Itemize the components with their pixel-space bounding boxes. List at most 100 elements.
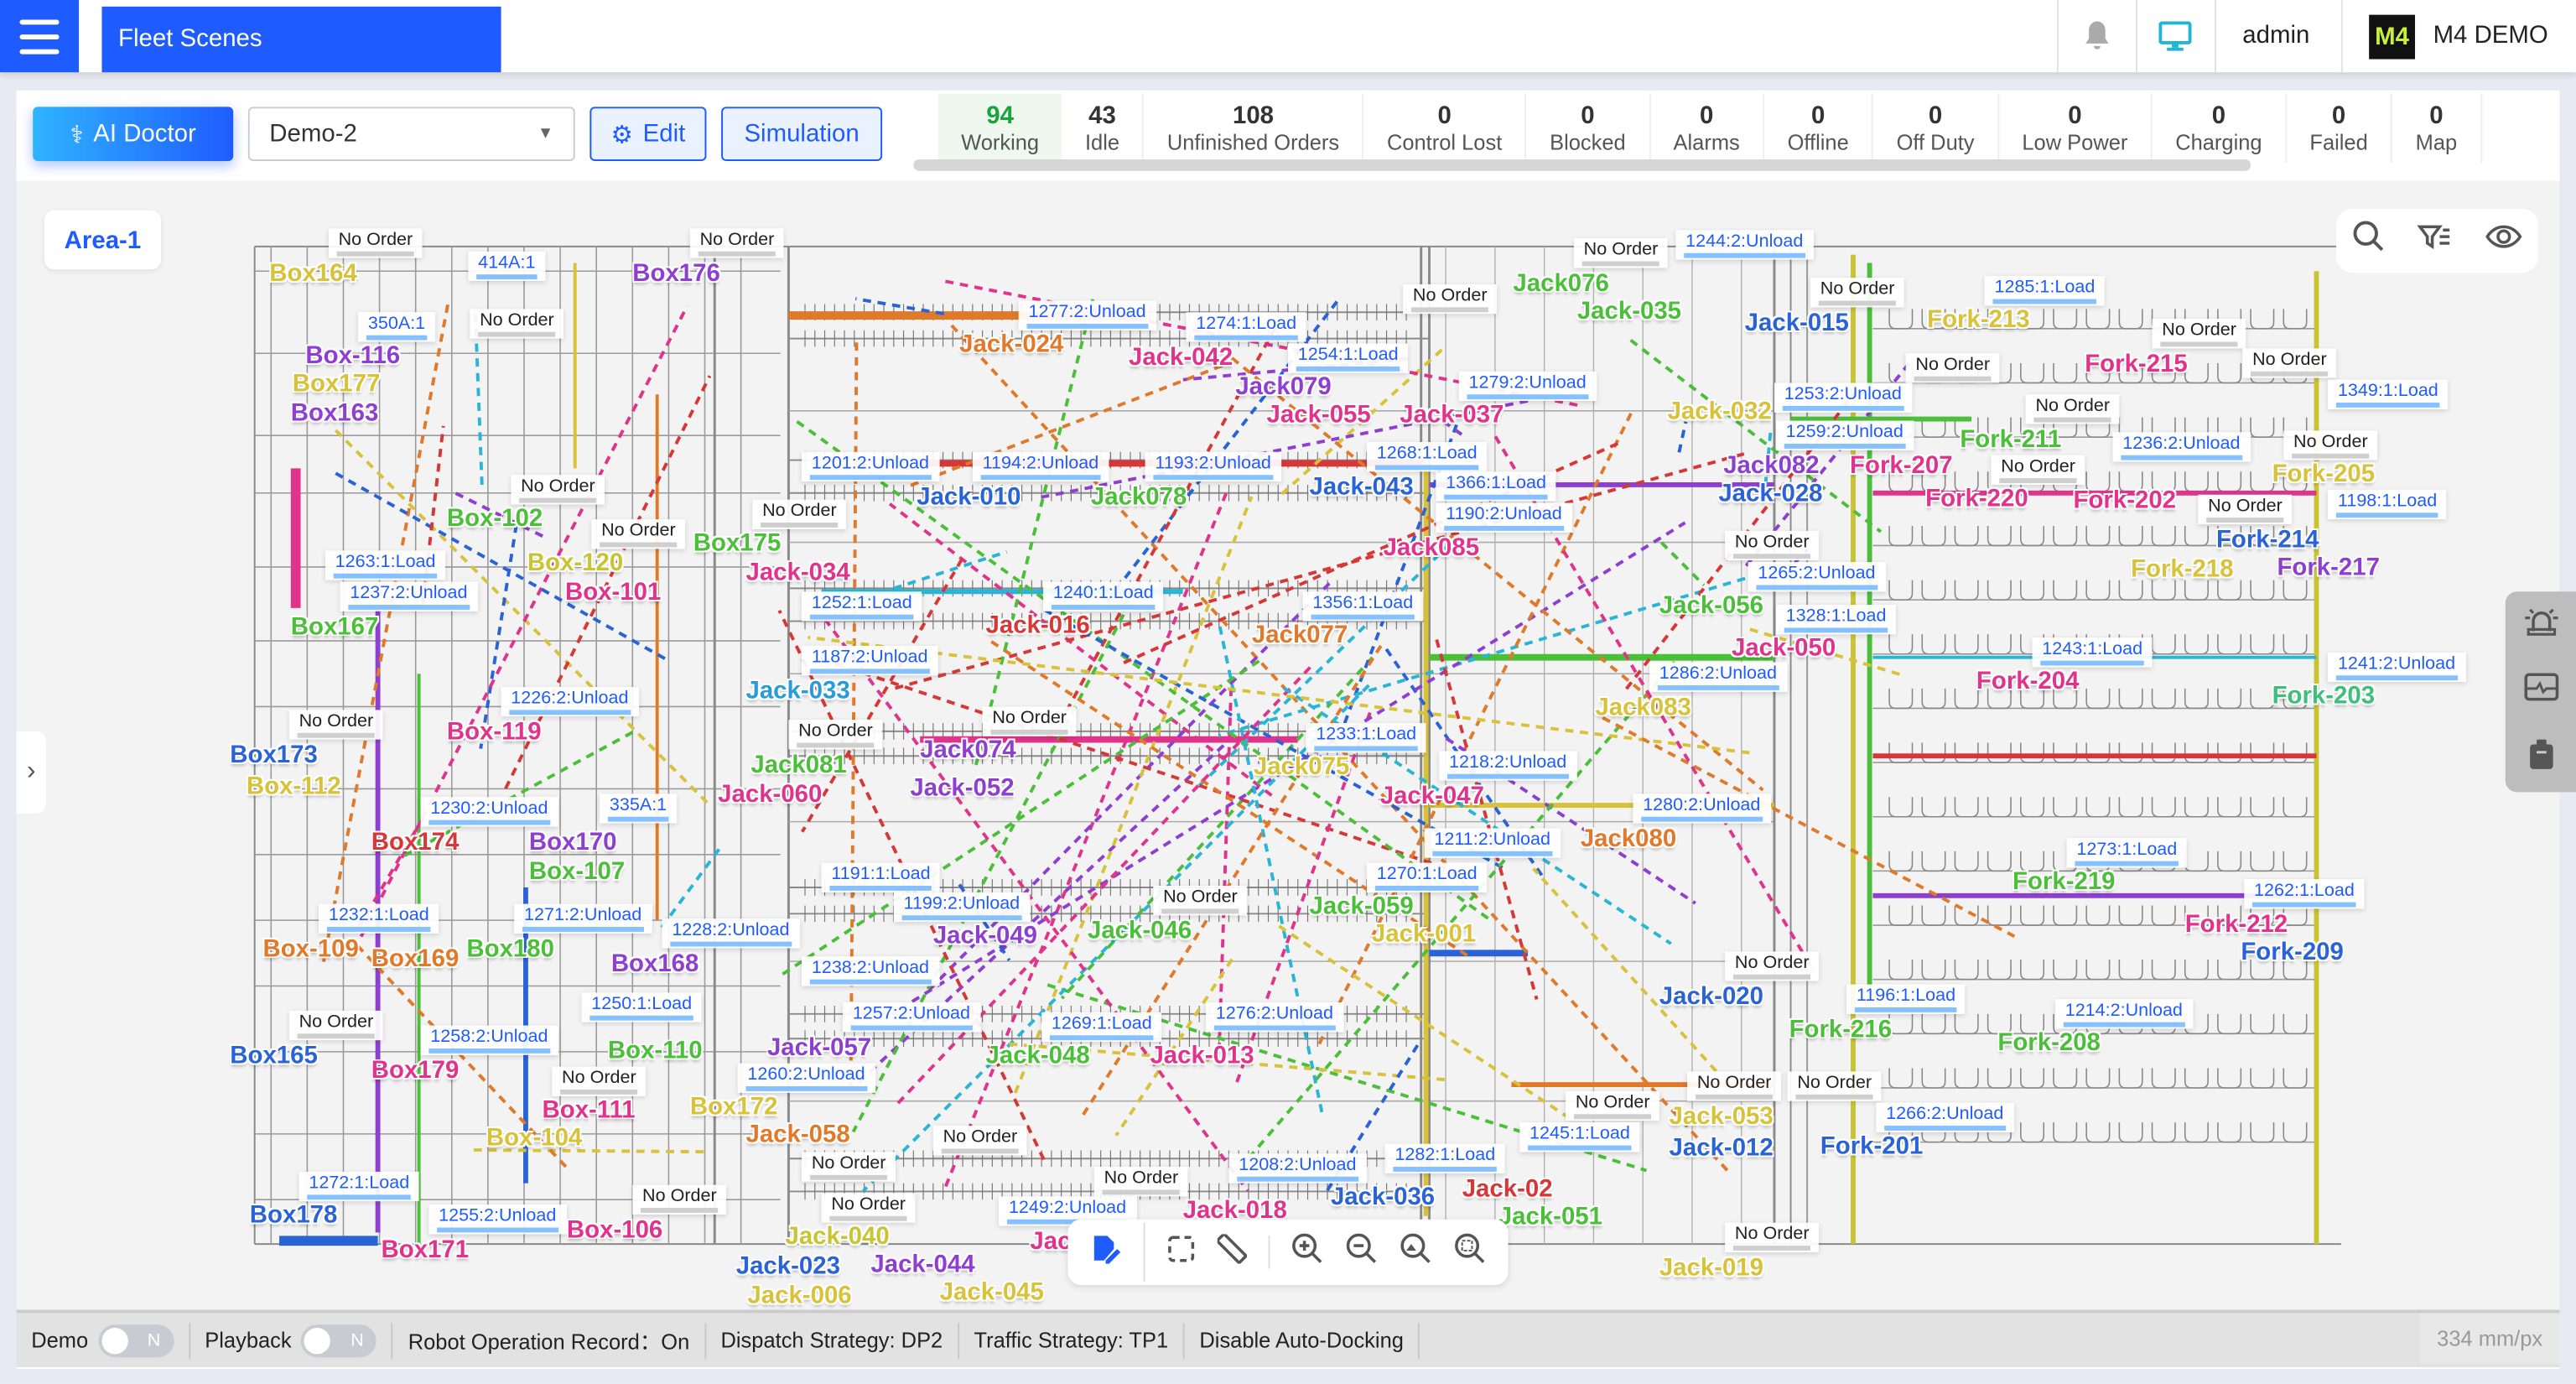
robot-label[interactable]: Fork-216 <box>1789 1015 1893 1044</box>
robot-label[interactable]: Jack-016 <box>985 611 1090 640</box>
robot-operation-record[interactable]: Robot Operation Record：On <box>393 1322 706 1359</box>
task-card[interactable]: 1245:1:Load <box>1519 1122 1640 1152</box>
task-card[interactable]: 1263:1:Load <box>325 550 446 580</box>
robot-label[interactable]: Jack-032 <box>1667 398 1772 426</box>
robot-label[interactable]: Jack082 <box>1723 451 1820 481</box>
robot-label[interactable]: Jack-015 <box>1744 309 1849 337</box>
robot-label[interactable]: Fork-209 <box>2241 938 2344 967</box>
robot-label[interactable]: Jack079 <box>1235 372 1332 402</box>
clipboard-icon[interactable] <box>2526 737 2555 778</box>
robot-label[interactable]: Jack076 <box>1513 269 1609 298</box>
task-card[interactable]: 1228:2:Unload <box>662 918 800 949</box>
no-order-card[interactable]: No Order <box>982 706 1077 736</box>
robot-label[interactable]: Box-110 <box>607 1037 703 1065</box>
map-canvas[interactable]: No Order No Order No Order No Order No Order… <box>16 180 2560 1310</box>
robot-label[interactable]: Box-109 <box>262 934 359 964</box>
no-order-card[interactable]: No Order <box>1093 1167 1188 1197</box>
no-order-card[interactable]: No Order <box>1810 278 1905 308</box>
task-card[interactable]: 1232:1:Load <box>319 903 439 934</box>
robot-label[interactable]: Fork-204 <box>1976 667 2080 695</box>
robot-label[interactable]: Jack083 <box>1595 693 1691 722</box>
task-card[interactable]: 1328:1:Load <box>1775 604 1897 635</box>
task-card[interactable]: 1262:1:Load <box>2244 879 2365 909</box>
robot-label[interactable]: Jack-001 <box>1371 920 1477 949</box>
task-card[interactable]: 1272:1:Load <box>299 1171 419 1202</box>
robot-label[interactable]: Box179 <box>371 1056 460 1085</box>
ruler-icon[interactable] <box>1214 1231 1249 1271</box>
task-card[interactable]: 1285:1:Load <box>1984 276 2106 306</box>
task-card[interactable]: 1252:1:Load <box>802 591 922 622</box>
select-box-icon[interactable] <box>1166 1233 1196 1271</box>
robot-label[interactable]: Fork-202 <box>2073 486 2177 515</box>
task-card[interactable]: 1237:2:Unload <box>340 581 478 611</box>
task-card[interactable]: 1258:2:Unload <box>420 1025 558 1055</box>
stat-idle[interactable]: 43 Idle <box>1062 93 1145 163</box>
task-card[interactable]: 1366:1:Load <box>1436 471 1556 502</box>
no-order-card[interactable]: No Order <box>1905 353 2000 383</box>
robot-label[interactable]: Fork-218 <box>2131 555 2234 584</box>
no-order-card[interactable]: No Order <box>932 1126 1027 1156</box>
task-card[interactable]: 1249:2:Unload <box>999 1196 1136 1226</box>
edit-document-icon[interactable] <box>1088 1231 1121 1272</box>
stat-blocked[interactable]: 0 Blocked <box>1527 93 1651 163</box>
task-card[interactable]: 1196:1:Load <box>1846 984 1966 1014</box>
robot-label[interactable]: Jack-056 <box>1659 591 1764 620</box>
task-card[interactable]: 1243:1:Load <box>2032 637 2153 668</box>
no-order-card[interactable]: No Order <box>470 309 564 339</box>
robot-label[interactable]: Jack081 <box>750 751 847 779</box>
no-order-card[interactable]: No Order <box>1991 455 2085 485</box>
no-order-card[interactable]: No Order <box>788 720 883 750</box>
robot-label[interactable]: Jack075 <box>1253 752 1350 781</box>
stat-low-power[interactable]: 0 Low Power <box>1999 93 2153 163</box>
robot-label[interactable]: Fork-211 <box>1960 425 2062 454</box>
no-order-card[interactable]: No Order <box>2152 319 2246 349</box>
no-order-card[interactable]: No Order <box>511 475 605 505</box>
no-order-card[interactable]: No Order <box>1687 1071 1782 1101</box>
no-order-card[interactable]: No Order <box>1787 1071 1882 1101</box>
robot-label[interactable]: Fork-203 <box>2272 682 2376 710</box>
no-order-card[interactable]: No Order <box>288 710 383 740</box>
robot-label[interactable]: Box177 <box>292 369 381 398</box>
no-order-card[interactable]: No Order <box>752 499 847 529</box>
tab-fleet-scenes[interactable]: Fleet Scenes <box>101 6 501 73</box>
stat-charging[interactable]: 0 Charging <box>2153 93 2287 163</box>
robot-label[interactable]: Jack-047 <box>1379 782 1484 810</box>
scene-select[interactable]: Demo-2 ▼ <box>247 107 575 162</box>
robot-label[interactable]: Jack-023 <box>735 1251 840 1281</box>
playback-toggle[interactable]: N <box>301 1324 377 1357</box>
search-icon[interactable] <box>2351 219 2387 263</box>
monitor-icon[interactable] <box>2158 21 2192 59</box>
robot-label[interactable]: Fork-219 <box>2012 867 2116 896</box>
robot-label[interactable]: Box-119 <box>446 718 542 747</box>
task-card[interactable]: 1211:2:Unload <box>1424 828 1561 858</box>
task-card[interactable]: 1265:2:Unload <box>1748 562 1886 592</box>
no-order-card[interactable]: No Order <box>1725 951 1820 981</box>
robot-label[interactable]: Jack-049 <box>932 922 1038 950</box>
no-order-card[interactable]: No Order <box>2242 348 2337 378</box>
task-card[interactable]: 1208:2:Unload <box>1228 1153 1367 1184</box>
robot-label[interactable]: Box165 <box>230 1042 318 1070</box>
task-card[interactable]: 1241:2:Unload <box>2328 652 2465 683</box>
robot-label[interactable]: Jack-02 <box>1462 1174 1553 1204</box>
task-card[interactable]: 1240:1:Load <box>1043 581 1164 611</box>
stat-alarms[interactable]: 0 Alarms <box>1650 93 1765 163</box>
task-card[interactable]: 1244:2:Unload <box>1675 230 1814 260</box>
zoom-fit-image-icon[interactable] <box>1400 1231 1433 1272</box>
no-order-card[interactable]: No Order <box>1153 886 1248 916</box>
robot-label[interactable]: Box168 <box>610 950 699 978</box>
task-card[interactable]: 1259:2:Unload <box>1775 420 1914 450</box>
robot-label[interactable]: Jack-036 <box>1330 1183 1436 1211</box>
task-card[interactable]: 1273:1:Load <box>2066 838 2188 868</box>
robot-label[interactable]: Box167 <box>290 612 379 642</box>
robot-label[interactable]: Jack-006 <box>747 1282 852 1310</box>
no-order-card[interactable]: No Order <box>632 1184 727 1215</box>
robot-label[interactable]: Fork-217 <box>2277 554 2380 582</box>
no-order-card[interactable]: No Order <box>802 1152 896 1182</box>
task-card[interactable]: 1269:1:Load <box>1041 1012 1162 1043</box>
robot-label[interactable]: Fork-220 <box>1925 484 2028 513</box>
robot-label[interactable]: Fork-201 <box>1820 1132 1924 1161</box>
task-card[interactable]: 1191:1:Load <box>821 862 941 892</box>
robot-label[interactable]: Jack-035 <box>1576 297 1682 325</box>
task-card[interactable]: 1236:2:Unload <box>2112 432 2251 462</box>
area-selector[interactable]: Area-1 <box>44 210 162 270</box>
